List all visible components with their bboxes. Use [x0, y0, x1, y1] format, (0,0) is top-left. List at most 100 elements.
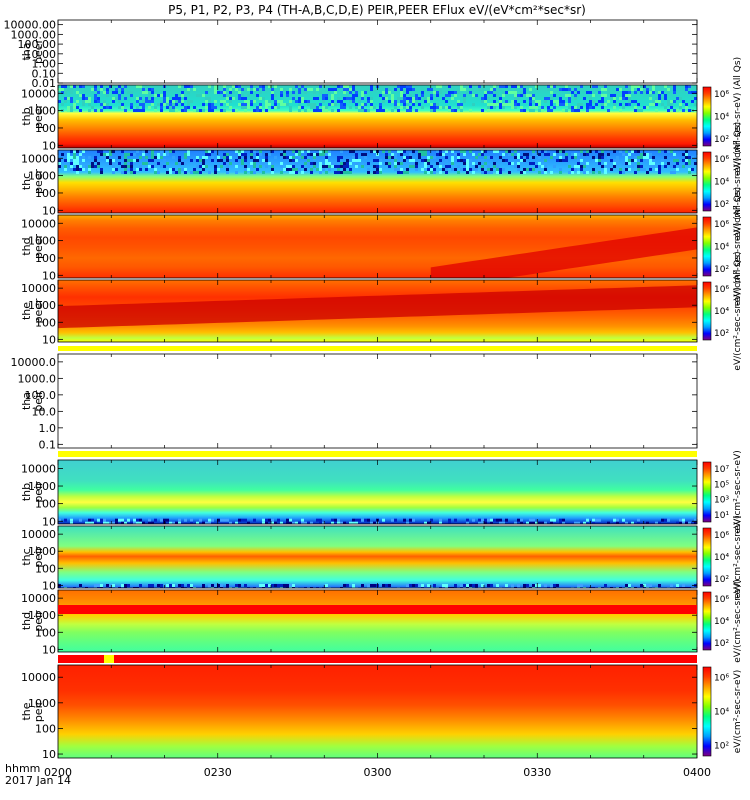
colorbar-tick-label: 10⁵	[714, 480, 729, 490]
colorbar-tick-label: 10⁶	[714, 220, 729, 230]
y-tick-label: 0.01	[32, 77, 57, 90]
panel-type-label: peir	[32, 481, 45, 503]
colorbar-tick-label: 10⁶	[714, 674, 729, 684]
spectrogram-noise	[58, 584, 697, 588]
panel-type-label: peer	[32, 104, 45, 130]
y-tick-label: 10	[42, 269, 56, 282]
y-tick-label: 100.00	[18, 38, 57, 51]
colorbar-thb-peir	[702, 461, 712, 523]
y-tick-label: 1.0	[39, 422, 57, 435]
x-tick-label: 0230	[204, 766, 232, 779]
chart-title: P5, P1, P2, P3, P4 (TH-A,B,C,D,E) PEIR,P…	[168, 3, 586, 17]
y-tick-label: 1000	[28, 235, 56, 248]
colorbar-tick-label: 10⁴	[714, 307, 729, 317]
colorbar-tick-label: 10²	[714, 575, 729, 585]
panel-probe-label: tha	[20, 392, 33, 410]
panel-type-label: peer	[32, 39, 45, 65]
status-bar	[58, 346, 697, 351]
panel-type-label: peir	[32, 546, 45, 568]
y-tick-label: 10	[42, 643, 56, 656]
colorbar-label: eV/(cm²-sec-sr-eV)	[733, 450, 743, 534]
colorbar-tick-label: 10⁶	[714, 531, 729, 541]
panel-probe-label: thc	[20, 173, 33, 190]
panel-type-label: peer	[32, 234, 45, 260]
panel-type-label: peer	[32, 298, 45, 324]
y-tick-label: 1000	[28, 697, 56, 710]
colorbar-label: eV/(cm²-sec-sr-eV)	[733, 515, 743, 599]
panel-the-peer: 10⁶ 10⁴ 10² eV/(cm²-sec-sr-eV) (All Qs) 1000…	[20, 251, 743, 370]
spectrogram-noise	[58, 518, 697, 524]
colorbar-tick-label: 10⁴	[714, 553, 729, 563]
panel-thd-peir: 10⁶ 10⁴ 10² eV/(cm²-sec-sr-eV) 10000 1000 100 1…	[20, 579, 743, 663]
colorbar-tick-label: 10²	[714, 639, 729, 649]
y-tick-label: 100	[35, 722, 56, 735]
panel-probe-label: thb	[20, 107, 33, 125]
colorbar-tick-label: 10⁶	[714, 90, 729, 100]
colorbar-thc-peer	[702, 151, 712, 212]
colorbar-label: eV/(cm²-sec-sr-eV) (All Qs)	[733, 251, 743, 370]
y-tick-label: 10	[42, 204, 56, 217]
y-tick-label: 100	[35, 316, 56, 329]
colorbar-thc-peir	[702, 527, 712, 587]
colorbar-tick-label: 10²	[714, 135, 729, 145]
y-tick-label: 100.0	[25, 389, 57, 402]
x-axis-label-hhmm: hhmm	[5, 762, 40, 775]
y-tick-label: 100	[35, 562, 56, 575]
y-tick-label: 10.00	[25, 48, 57, 61]
colorbar-tick-label: 10²	[714, 741, 729, 751]
panel-frame	[57, 353, 698, 449]
y-tick-label: 10000.00	[4, 19, 57, 32]
panel-thb-peir: 10⁷ 10⁵ 10³ 10¹ eV/(cm²-sec-sr-eV) 10000 1000 1…	[20, 450, 743, 534]
panel-probe-label: the	[20, 302, 33, 320]
spectrogram-base	[58, 460, 697, 524]
spectrogram-base	[58, 526, 697, 588]
y-tick-label: 100	[35, 252, 56, 265]
panel-thc-peer: 10⁶ 10⁴ 10² eV/(cm²-sec-sr-eV) (All Qs) 1000…	[20, 122, 743, 241]
y-tick-label: 10	[42, 579, 56, 592]
y-tick-label: 1000.0	[18, 372, 57, 385]
y-tick-label: 1000	[28, 609, 56, 622]
colorbar-tick-label: 10⁴	[714, 708, 729, 718]
colorbar-label: eV/(cm²-sec-sr-eV) (All Qs)	[733, 187, 743, 306]
colorbar-tick-label: 10⁷	[714, 465, 729, 475]
panel-probe-label: thb	[20, 483, 33, 501]
y-tick-label: 10000	[21, 282, 56, 295]
panel-probe-label: thd	[20, 612, 33, 630]
colorbar-tick-label: 10³	[714, 496, 729, 506]
time-axis: 0200 0230 0300 0330 0400	[44, 766, 711, 779]
y-tick-label: 10	[42, 515, 56, 528]
y-tick-label: 100	[35, 122, 56, 135]
panel-probe-label: tha	[20, 42, 33, 60]
panel-thc-peir: 10⁶ 10⁴ 10² eV/(cm²-sec-sr-eV) 10000 1000 100 1…	[20, 515, 743, 599]
y-tick-label: 10000.0	[11, 356, 57, 369]
panel-probe-label: thd	[20, 237, 33, 255]
colorbar-label: eV/(cm²-sec-sr-eV)	[733, 670, 743, 754]
x-axis-label-date: 2017 Jan 14	[5, 774, 71, 787]
colorbar-tick-label: 10¹	[714, 511, 729, 521]
colorbar-label: eV/(cm²-sec-sr-eV)	[733, 579, 743, 663]
colorbar-thd-peer	[702, 216, 712, 277]
spectrogram-feature	[58, 285, 697, 329]
panel-type-label: peir	[32, 390, 45, 412]
x-tick-label: 0300	[364, 766, 392, 779]
status-bar	[58, 451, 697, 457]
colorbar-tick-label: 10²	[714, 200, 729, 210]
y-tick-label: 0.10	[32, 67, 57, 80]
x-tick-label: 0330	[523, 766, 551, 779]
spectrogram-base	[58, 665, 697, 758]
colorbar-tick-label: 10⁶	[714, 155, 729, 165]
y-tick-label: 10000	[21, 152, 56, 165]
y-tick-label: 10000	[21, 671, 56, 684]
y-tick-label: 10000	[21, 87, 56, 100]
panel-tha-peir: 10000.0 1000.0 100.0 10.0 1.0 0.1 tha peir	[11, 353, 698, 451]
status-bar-segment	[104, 655, 114, 663]
y-tick-label: 10000	[21, 592, 56, 605]
colorbar-thb-peer	[702, 86, 712, 147]
spectrogram-noise	[58, 85, 697, 112]
colorbar-tick-label: 10⁴	[714, 243, 729, 253]
y-tick-label: 10000	[21, 528, 56, 541]
colorbar-label: eV/(cm²-sec-sr-eV) (All Qs)	[733, 57, 743, 176]
